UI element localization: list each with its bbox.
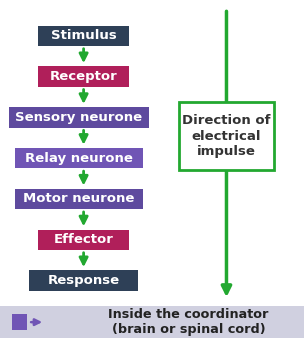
Text: Inside the coordinator
(brain or spinal cord): Inside the coordinator (brain or spinal … bbox=[108, 308, 269, 336]
FancyBboxPatch shape bbox=[0, 306, 304, 338]
FancyBboxPatch shape bbox=[38, 230, 129, 250]
Text: Stimulus: Stimulus bbox=[51, 29, 116, 42]
Text: Response: Response bbox=[47, 274, 120, 287]
FancyBboxPatch shape bbox=[12, 314, 27, 330]
FancyBboxPatch shape bbox=[9, 107, 149, 128]
FancyBboxPatch shape bbox=[38, 26, 129, 46]
Text: Sensory neurone: Sensory neurone bbox=[16, 111, 143, 124]
Text: Motor neurone: Motor neurone bbox=[23, 192, 135, 205]
FancyBboxPatch shape bbox=[179, 102, 274, 170]
Text: Direction of
electrical
impulse: Direction of electrical impulse bbox=[182, 115, 271, 157]
Text: Effector: Effector bbox=[54, 233, 113, 246]
Text: Relay neurone: Relay neurone bbox=[25, 152, 133, 165]
FancyBboxPatch shape bbox=[29, 270, 138, 291]
Text: Receptor: Receptor bbox=[50, 70, 117, 83]
FancyBboxPatch shape bbox=[15, 189, 143, 209]
FancyBboxPatch shape bbox=[15, 148, 143, 168]
FancyBboxPatch shape bbox=[38, 66, 129, 87]
